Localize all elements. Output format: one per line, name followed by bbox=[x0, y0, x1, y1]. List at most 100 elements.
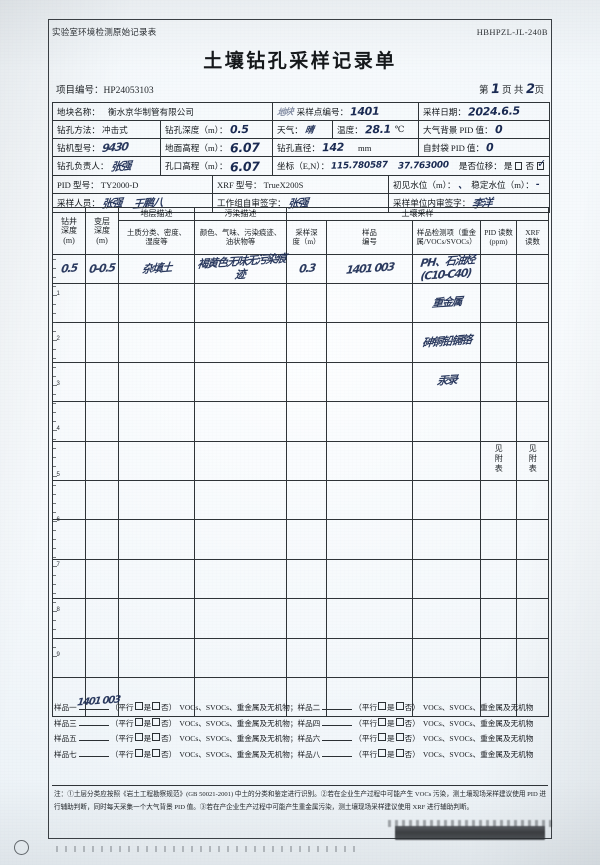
cell-pid-read[interactable] bbox=[480, 361, 517, 403]
coordinates-cell[interactable]: 坐标（E,N）： 115.780587 37.763000 是否位移： 是 否 … bbox=[273, 157, 549, 175]
cell-pid-read[interactable] bbox=[480, 282, 517, 324]
cell-strata-desc[interactable] bbox=[118, 440, 195, 481]
atmospheric-pid-cell[interactable]: 大气背景 PID 值： 0 bbox=[419, 121, 549, 138]
cell-strata-desc[interactable] bbox=[118, 282, 195, 324]
cell-sample-no[interactable] bbox=[326, 676, 413, 718]
drill-method-cell[interactable]: 钻孔方法： 冲击式 bbox=[53, 121, 161, 138]
cell-xrf-read[interactable] bbox=[516, 676, 549, 718]
parallel-no-checkbox[interactable] bbox=[395, 702, 404, 710]
xrf-model-cell[interactable]: XRF 型号： TrueX200S bbox=[213, 176, 389, 193]
cell-bore-depth[interactable] bbox=[52, 361, 86, 403]
cell-xrf-read[interactable] bbox=[516, 479, 549, 521]
cell-sample-no[interactable] bbox=[326, 361, 413, 403]
cell-pollution-desc[interactable] bbox=[194, 440, 287, 481]
cell-strata-desc[interactable] bbox=[118, 322, 195, 363]
cell-test-items[interactable]: 汞录 bbox=[412, 361, 481, 403]
cell-test-items[interactable]: PH、石油烃(C10-C40) bbox=[412, 253, 481, 284]
parallel-yes-checkbox[interactable] bbox=[134, 748, 143, 757]
cell-pollution-desc[interactable] bbox=[194, 401, 287, 442]
cell-pollution-desc[interactable] bbox=[194, 558, 287, 600]
cell-sample-no[interactable] bbox=[326, 519, 413, 560]
cell-pollution-desc[interactable] bbox=[194, 282, 287, 324]
cell-sample-depth[interactable] bbox=[286, 519, 327, 560]
cell-sample-no[interactable] bbox=[326, 322, 413, 363]
parallel-no-checkbox[interactable] bbox=[152, 717, 161, 726]
cell-pid-read[interactable] bbox=[480, 637, 517, 678]
ground-elevation-cell[interactable]: 地面高程（m）： 6.07 bbox=[161, 139, 273, 156]
parallel-yes-checkbox[interactable] bbox=[378, 717, 387, 726]
cell-pollution-desc[interactable] bbox=[194, 479, 287, 521]
cell-sample-depth[interactable] bbox=[286, 479, 327, 521]
rig-model-cell[interactable]: 钻机型号： 9430 bbox=[53, 139, 161, 156]
sample-number-field[interactable] bbox=[78, 748, 109, 757]
cell-sample-depth[interactable] bbox=[286, 637, 327, 678]
cell-bore-depth[interactable] bbox=[52, 322, 86, 363]
cell-sample-no[interactable] bbox=[326, 440, 413, 481]
parallel-no-checkbox[interactable] bbox=[152, 748, 161, 757]
parallel-yes-checkbox[interactable] bbox=[378, 702, 387, 710]
cell-sample-depth[interactable] bbox=[286, 440, 327, 481]
unit-review-cell[interactable]: 采样单位内审签字： 李洋 bbox=[389, 194, 549, 212]
sample-number-field[interactable]: 1401 003 bbox=[76, 694, 120, 710]
pid-model-cell[interactable]: PID 型号： TY2000-D bbox=[53, 176, 213, 193]
cell-pid-read[interactable] bbox=[480, 401, 517, 442]
cell-sample-no[interactable]: 1401 003 bbox=[326, 254, 413, 284]
parallel-no-checkbox[interactable] bbox=[152, 733, 161, 742]
cell-layer-depth[interactable] bbox=[85, 598, 119, 639]
parallel-no-checkbox[interactable] bbox=[395, 733, 404, 742]
cell-bore-depth[interactable]: 0.5 bbox=[52, 254, 86, 284]
cell-xrf-read[interactable] bbox=[516, 558, 549, 600]
cell-bore-depth[interactable] bbox=[52, 479, 86, 521]
drill-depth-cell[interactable]: 钻孔深度（m）： 0.5 bbox=[161, 121, 273, 138]
point-number-cell[interactable]: 地块 采样点编号： 1401 bbox=[273, 103, 419, 120]
cell-bore-depth[interactable] bbox=[52, 282, 86, 324]
cell-pollution-desc[interactable]: 褐黄色无味无污染痕迹 bbox=[194, 252, 287, 284]
site-name-cell[interactable]: 地块名称： 衡水京华制管有限公司 bbox=[53, 103, 273, 120]
cell-pollution-desc[interactable] bbox=[194, 519, 287, 560]
sample-number-field[interactable] bbox=[322, 717, 353, 726]
cell-bore-depth[interactable] bbox=[52, 401, 86, 442]
cell-test-items[interactable]: 重金属 bbox=[412, 282, 481, 324]
cell-bore-depth[interactable] bbox=[52, 519, 86, 560]
cell-xrf-read[interactable] bbox=[516, 598, 549, 639]
cell-layer-depth[interactable] bbox=[85, 558, 119, 600]
cell-xrf-read[interactable]: 见附表 bbox=[516, 440, 549, 481]
displacement-no-checkbox[interactable]: ✓ bbox=[537, 157, 546, 170]
cell-pid-read[interactable] bbox=[480, 254, 517, 284]
cell-strata-desc[interactable] bbox=[118, 361, 195, 403]
parallel-no-checkbox[interactable] bbox=[152, 702, 161, 710]
displacement-yes-checkbox[interactable] bbox=[515, 162, 523, 170]
cell-bore-depth[interactable] bbox=[52, 598, 86, 639]
parallel-yes-checkbox[interactable] bbox=[134, 717, 143, 726]
hole-elevation-cell[interactable]: 孔口高程（m）： 6.07 bbox=[161, 157, 273, 175]
sample-number-field[interactable] bbox=[78, 717, 109, 726]
cell-pid-read[interactable] bbox=[480, 558, 517, 600]
cell-layer-depth[interactable] bbox=[85, 479, 119, 521]
cell-sample-no[interactable] bbox=[326, 637, 413, 678]
cell-test-items[interactable] bbox=[412, 598, 481, 639]
cell-strata-desc[interactable] bbox=[118, 479, 195, 521]
cell-test-items[interactable] bbox=[412, 637, 481, 678]
cell-layer-depth[interactable] bbox=[85, 401, 119, 442]
cell-strata-desc[interactable] bbox=[118, 598, 195, 639]
sample-number-field[interactable] bbox=[322, 748, 353, 757]
cell-xrf-read[interactable] bbox=[516, 401, 549, 442]
cell-test-items[interactable]: 砷铜铅镉铬 bbox=[412, 322, 481, 363]
sample-number-field[interactable] bbox=[322, 732, 353, 742]
cell-test-items[interactable] bbox=[412, 676, 481, 718]
cell-strata-desc[interactable] bbox=[118, 637, 195, 678]
cell-bore-depth[interactable] bbox=[52, 676, 86, 718]
cell-layer-depth[interactable] bbox=[85, 322, 119, 363]
cell-sample-no[interactable] bbox=[326, 282, 413, 324]
cell-xrf-read[interactable] bbox=[516, 282, 549, 324]
sample-number-field[interactable] bbox=[78, 732, 109, 742]
cell-sample-depth[interactable] bbox=[286, 598, 327, 639]
cell-pid-read[interactable] bbox=[480, 479, 517, 521]
cell-layer-depth[interactable] bbox=[85, 676, 119, 718]
cell-test-items[interactable] bbox=[412, 519, 481, 560]
cell-bore-depth[interactable] bbox=[52, 440, 86, 481]
cell-layer-depth[interactable] bbox=[85, 282, 119, 324]
cell-layer-depth[interactable] bbox=[85, 440, 119, 481]
cell-bore-depth[interactable] bbox=[52, 637, 86, 678]
cell-sample-depth[interactable] bbox=[286, 676, 327, 718]
